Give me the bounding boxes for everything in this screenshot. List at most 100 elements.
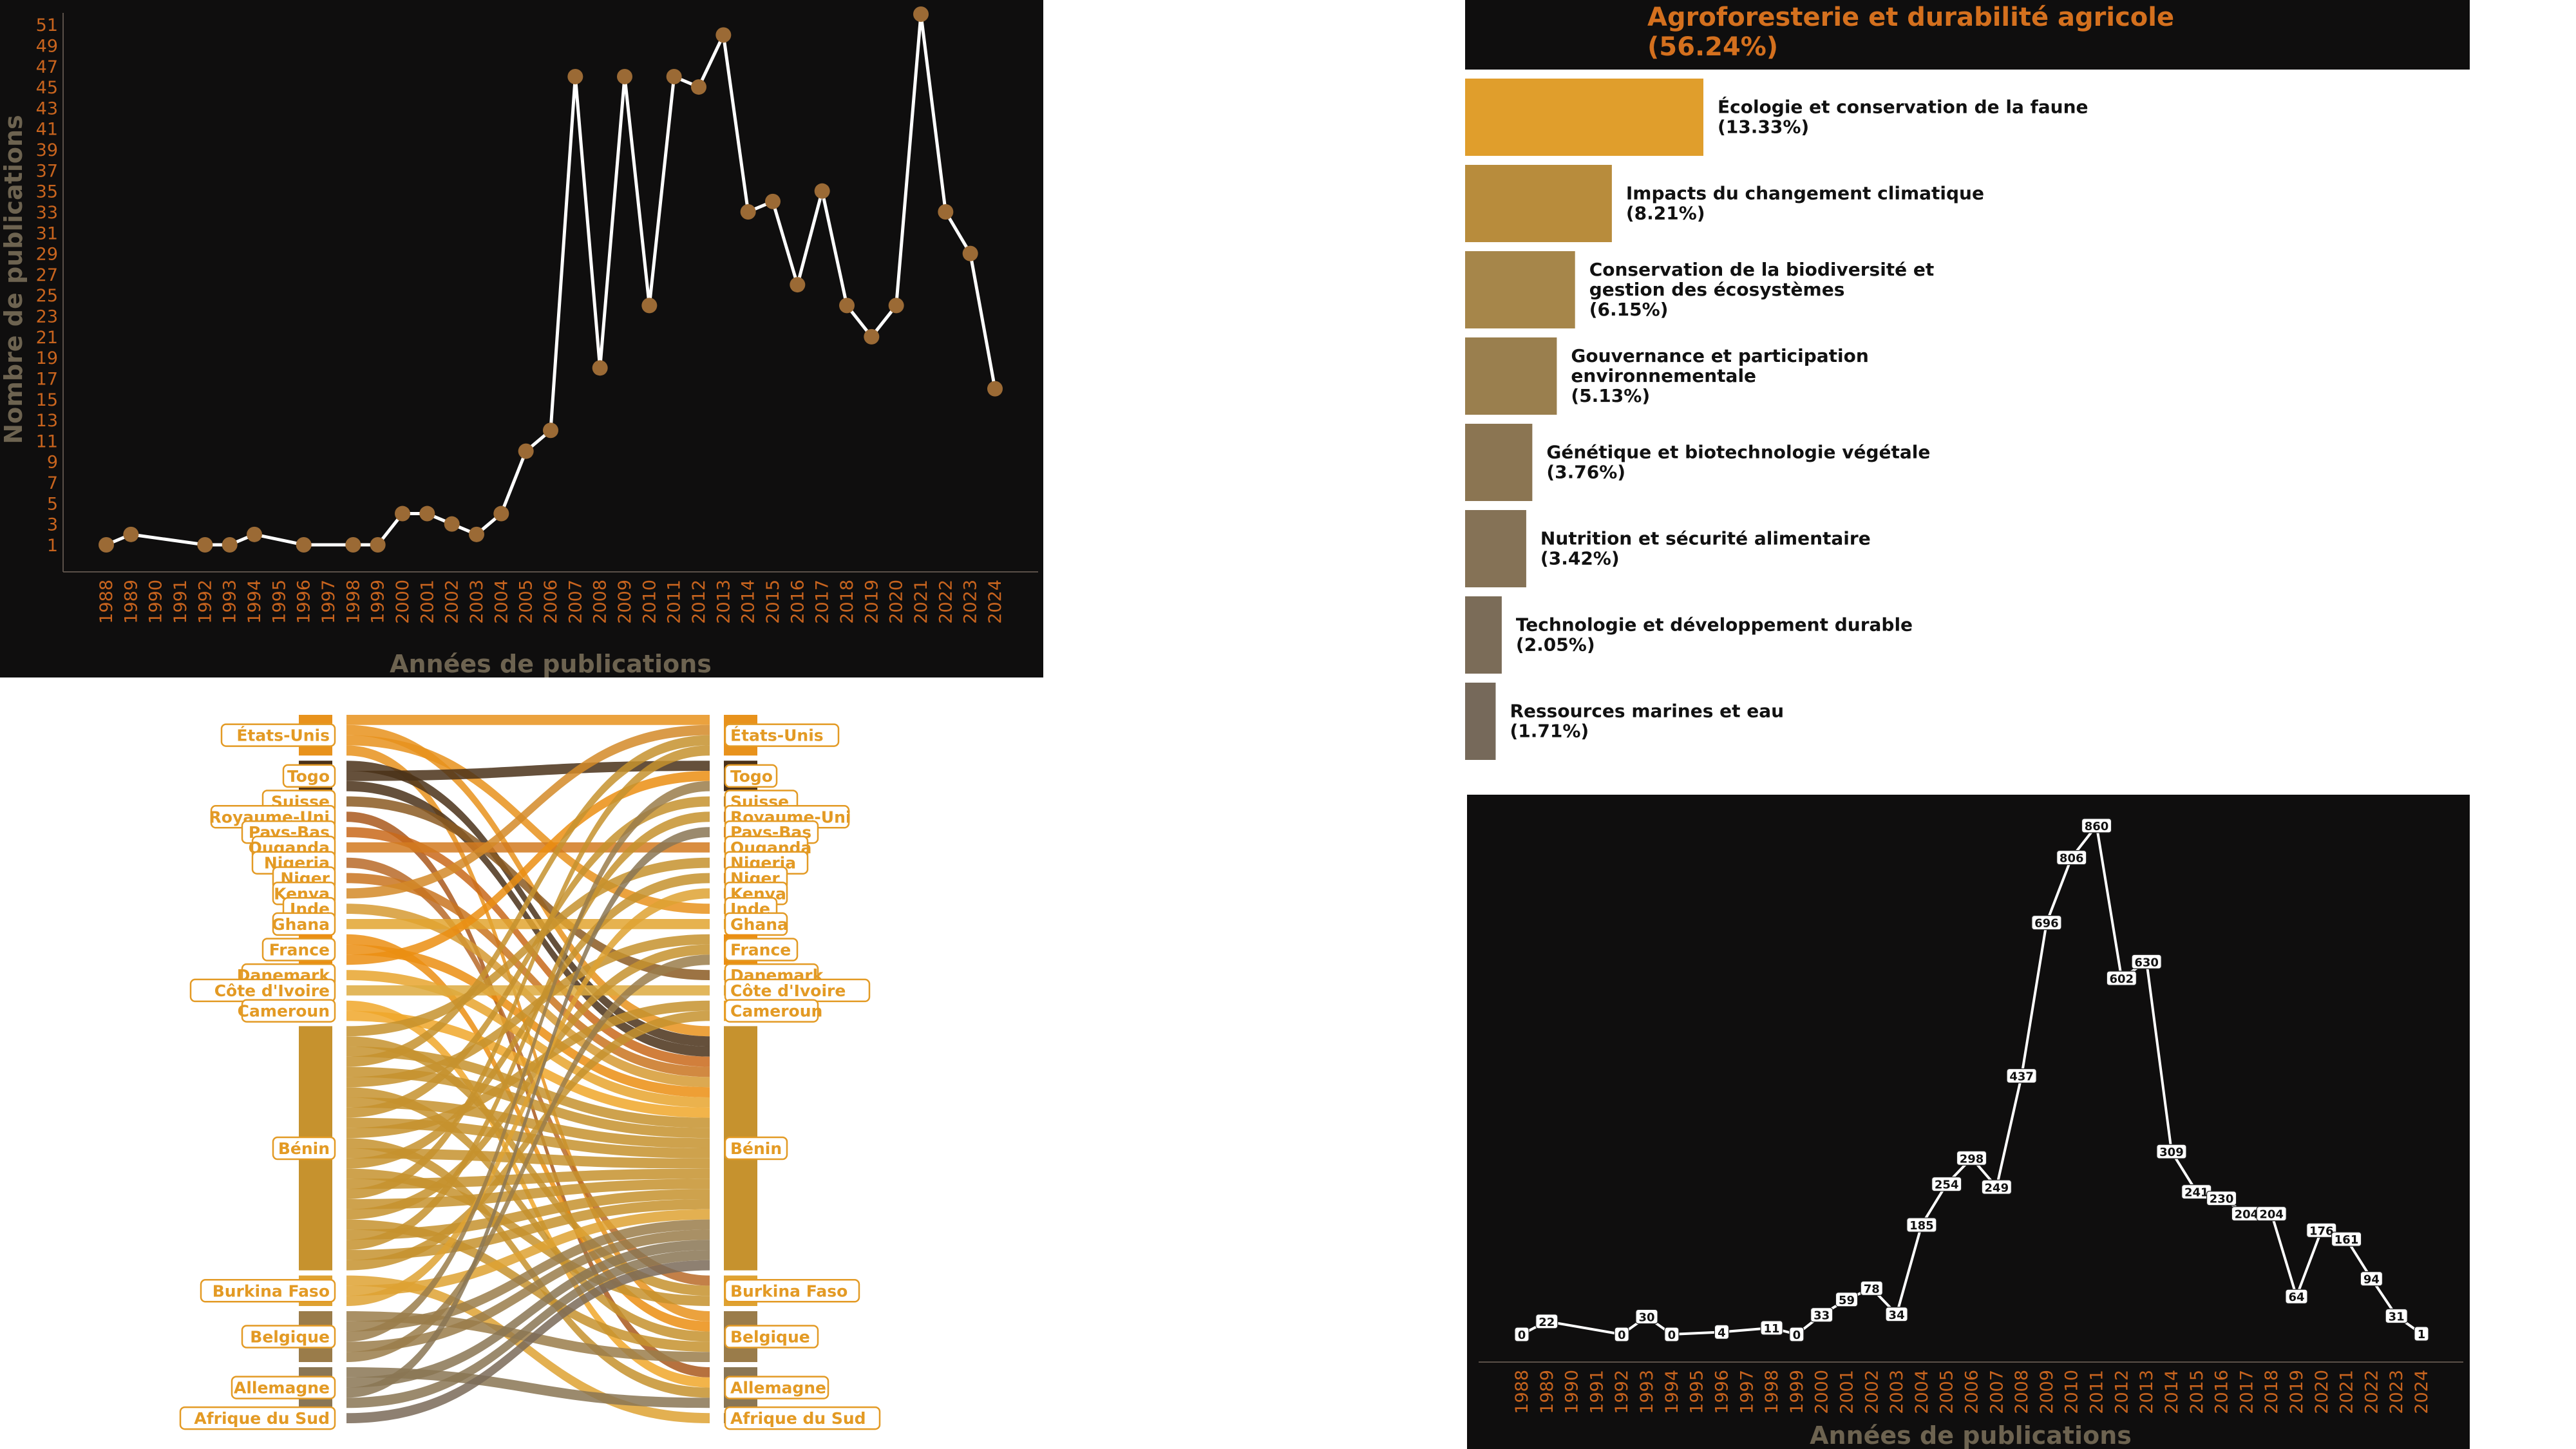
chart1-point <box>790 277 806 293</box>
chart1-x-tick-label: 2012 <box>689 580 709 624</box>
chart1-x-tick-label: 1996 <box>294 580 314 624</box>
chart1-point <box>962 245 978 261</box>
sankey-links <box>346 715 710 1423</box>
chart1-point <box>395 506 410 522</box>
chart4-x-tick-label: 2011 <box>2087 1370 2107 1414</box>
chart4-data-label-box <box>1931 1177 1962 1192</box>
chart1-y-tick-label: 35 <box>36 182 58 202</box>
chart1-x-tick-label: 1992 <box>195 580 215 624</box>
chart2-bar <box>1465 596 1502 674</box>
chart4-data-label-box <box>1760 1320 1783 1336</box>
chart-citations-per-year: 1988 1989 1990 1991 1992 1993 1994 1995 1996 1997… <box>1467 795 2470 1449</box>
chart1-x-tick-label: 2009 <box>615 580 635 624</box>
chart4-x-tick-label: 2006 <box>1962 1370 1982 1414</box>
chart4-x-axis-label: Années de publications <box>1810 1421 2132 1449</box>
chart4-data-label: 176 <box>2309 1224 2334 1238</box>
sankey-link <box>346 1010 710 1271</box>
chart4-data-label-box <box>2360 1271 2383 1287</box>
chart1-point <box>913 6 929 22</box>
sankey-link <box>346 1046 710 1128</box>
chart1-point <box>888 298 904 314</box>
chart1-y-tick-label: 7 <box>47 473 58 493</box>
chart1-x-tick-label: 2016 <box>788 580 808 624</box>
chart2-bar-label: Gouvernance et participation <box>1571 345 1868 366</box>
chart4-data-label-box <box>2385 1308 2408 1324</box>
chart4-data-label: 185 <box>1909 1219 1934 1233</box>
sankey-label-box-right <box>724 1279 860 1303</box>
sankey-label-right: Ghana <box>730 915 788 934</box>
chart4-data-label: 0 <box>1668 1329 1676 1342</box>
chart1-point <box>222 537 238 553</box>
sankey-label-right: Cameroun <box>730 1002 822 1021</box>
chart4-data-label-box <box>1885 1307 1908 1322</box>
chart4-data-label: 11 <box>1764 1322 1780 1336</box>
chart1-y-tick-label: 41 <box>36 120 58 140</box>
chart1-x-tick-label: 1999 <box>368 580 388 624</box>
sankey-link <box>346 724 710 899</box>
chart1-x-tick-label: 2000 <box>393 580 413 624</box>
chart4-data-label: 4 <box>1718 1326 1726 1340</box>
chart1-x-tick-label: 2022 <box>936 580 956 624</box>
chart4-data-label: 806 <box>2060 852 2084 866</box>
sankey-link <box>346 724 710 1037</box>
sankey-link <box>346 1260 710 1423</box>
sankey-label-left: Ghana <box>272 915 330 934</box>
sankey-link <box>346 1097 710 1148</box>
chart4-data-label: 309 <box>2159 1146 2184 1159</box>
chart1-point <box>123 526 139 542</box>
chart4-x-tick-label: 1988 <box>1512 1370 1532 1414</box>
chart4-data-label-box <box>2056 850 2087 866</box>
chart1-y-tick-label: 31 <box>36 223 58 243</box>
sankey-link <box>346 934 710 1332</box>
sankey-label-box-left <box>241 1325 336 1349</box>
chart2-bar-label: Nutrition et sécurité alimentaire <box>1540 528 1871 549</box>
chart1-point <box>691 79 706 95</box>
chart4-data-label-box <box>2414 1326 2429 1341</box>
chart1-y-tick-label: 9 <box>47 453 58 473</box>
chart2-bar-percent: (13.33%) <box>1718 117 1809 138</box>
chart4-data-label: 696 <box>2034 917 2059 931</box>
chart1-axes <box>62 13 1038 573</box>
chart1-point <box>617 68 632 84</box>
chart4-x-tick-label: 2001 <box>1837 1370 1857 1414</box>
sankey-label-box-right <box>724 723 840 747</box>
chart1-background <box>0 0 1043 677</box>
chart2-bar-percent: (6.15%) <box>1589 299 1669 320</box>
chart2-title: Agroforesterie et durabilité agricole <box>1647 3 2174 32</box>
sankey-link <box>346 781 710 1057</box>
sankey-label-box-right <box>724 999 819 1023</box>
chart1-x-tick-label: 2011 <box>665 580 685 624</box>
chart2-bar-label: Génétique et biotechnologie végétale <box>1546 442 1930 463</box>
sankey-link <box>346 944 710 1220</box>
chart4-data-label-box <box>2306 1222 2337 1238</box>
chart4-x-tick-label: 2009 <box>2037 1370 2057 1414</box>
chart4-x-ticks: 1988 1989 1990 1991 1992 1993 1994 1995 1996 1997… <box>1512 1370 2432 1414</box>
chart1-point <box>592 360 608 376</box>
chart4-data-label-box <box>1614 1327 1629 1342</box>
sankey-label-box-right <box>724 764 778 788</box>
chart1-y-tick-label: 29 <box>36 245 58 265</box>
chart1-point <box>469 526 484 542</box>
chart1-y-tick-label: 1 <box>47 536 58 556</box>
chart2-bar-label: gestion des écosystèmes <box>1589 279 1845 300</box>
chart4-x-tick-label: 1995 <box>1687 1370 1707 1414</box>
chart4-x-tick-label: 1989 <box>1537 1370 1557 1414</box>
chart4-x-tick-label: 2022 <box>2362 1370 2382 1414</box>
sankey-link <box>346 1219 710 1352</box>
chart1-series <box>99 6 1003 553</box>
sankey-link <box>346 985 710 996</box>
chart1-point <box>987 381 1003 397</box>
sankey-link <box>346 715 710 725</box>
sankey-label-box-right <box>724 1376 829 1399</box>
chart2-bar-percent: (5.13%) <box>1571 385 1650 406</box>
chart4-x-tick-label: 2015 <box>2187 1370 2207 1414</box>
chart1-x-tick-label: 2017 <box>813 580 833 624</box>
chart2-bar-label: Ressources marines et eau <box>1510 701 1784 722</box>
sankey-link <box>346 873 710 1169</box>
chart4-data-label-box <box>2285 1289 2308 1304</box>
chart4-data-label: 0 <box>1793 1329 1801 1342</box>
chart4-x-tick-label: 2016 <box>2212 1370 2232 1414</box>
